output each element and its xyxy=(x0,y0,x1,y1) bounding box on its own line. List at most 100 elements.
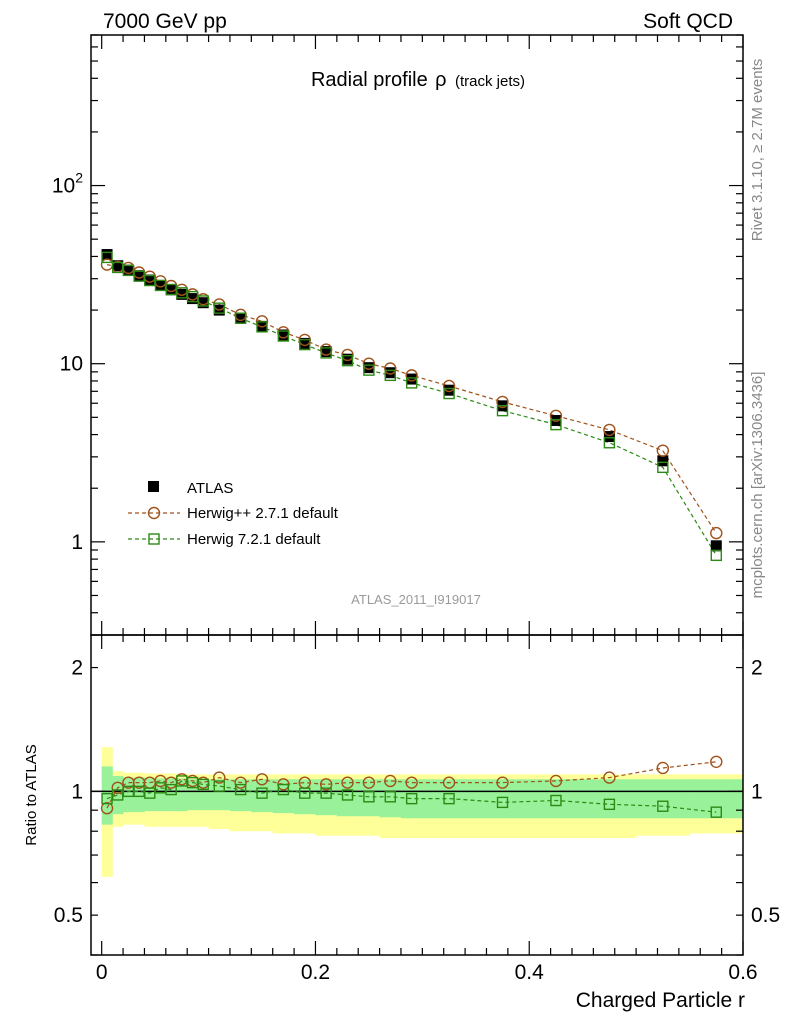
ratio-inner-band xyxy=(144,778,156,812)
ratio-y-tick-label-left: 1 xyxy=(71,780,83,803)
herwig7-point xyxy=(603,437,616,449)
herwigpp-point xyxy=(442,379,456,393)
atlas-point xyxy=(277,329,289,341)
ratio-inner-band xyxy=(197,779,209,811)
atlas-point xyxy=(299,337,311,349)
ratio-herwig7-point xyxy=(213,780,225,792)
ratio-herwigpp-point xyxy=(384,774,397,788)
ratio-herwig7-point xyxy=(603,798,616,811)
ratio-plot-frame xyxy=(90,634,744,956)
ratio-y-tick-label-right: 1 xyxy=(751,780,763,803)
ratio-series-line xyxy=(106,761,717,809)
legend-herwig7-label: Herwig 7.2.1 default xyxy=(187,531,321,548)
x-tick-label: 0.4 xyxy=(515,961,545,984)
main-title-symbol: ρ xyxy=(435,69,446,91)
atlas-point xyxy=(443,384,455,396)
ratio-inner-band xyxy=(187,779,199,811)
ratio-herwigpp-point xyxy=(603,771,616,784)
ratio-herwigpp-point xyxy=(341,776,354,789)
ratio-y-tick-label-left: 2 xyxy=(71,657,83,680)
ratio-y-axis-label: Ratio to ATLAS xyxy=(23,744,40,845)
legend-atlas-label: ATLAS xyxy=(187,480,233,497)
herwigpp-point xyxy=(710,526,723,540)
herwig7-point xyxy=(384,369,396,382)
ratio-inner-band xyxy=(176,778,188,812)
x-tick-label: 0.6 xyxy=(728,961,757,984)
ratio-inner-band xyxy=(636,779,690,819)
atlas-point xyxy=(187,293,199,305)
herwig7-point xyxy=(710,549,722,562)
ratio-plot: 0.5 0.5 1 1 2 2 0 0.2 0.4 0.6 xyxy=(54,634,780,984)
herwig7-point xyxy=(101,251,113,264)
herwigpp-point xyxy=(341,348,354,362)
herwig7-point xyxy=(234,312,247,324)
atlas-point xyxy=(384,367,396,379)
ratio-herwigpp-point xyxy=(442,776,456,789)
ratio-herwigpp-point xyxy=(234,776,247,789)
ratio-inner-band xyxy=(315,779,338,816)
x-axis-label: Charged Particle r xyxy=(576,989,745,1012)
ratio-y-tick-label-left: 0.5 xyxy=(54,904,83,927)
herwig7-point xyxy=(299,338,311,351)
x-tick-label: 0 xyxy=(96,961,108,984)
ratio-inner-band xyxy=(123,777,135,813)
ratio-herwig7-point xyxy=(277,783,290,796)
herwig7-point xyxy=(363,364,375,376)
atlas-point xyxy=(342,353,354,365)
ratio-inner-band xyxy=(358,779,380,817)
herwigpp-point xyxy=(405,369,418,382)
ratio-inner-band xyxy=(689,779,744,819)
ratio-inner-band xyxy=(400,779,423,819)
ratio-herwig7-point xyxy=(657,800,669,812)
herwigpp-point xyxy=(549,409,563,422)
herwig7-point xyxy=(550,418,562,431)
ratio-herwig7-point xyxy=(550,794,562,807)
main-y-tick-label: 1 xyxy=(71,531,83,554)
ratio-inner-band xyxy=(155,778,167,812)
herwig7-point xyxy=(657,461,669,474)
ratio-herwigpp-point xyxy=(213,771,226,784)
legend-herwigpp-label: Herwig++ 2.7.1 default xyxy=(187,505,339,522)
herwig7-point xyxy=(405,377,418,389)
header-right: Soft QCD xyxy=(643,10,733,33)
atlas-point xyxy=(550,414,562,426)
main-series-line xyxy=(106,264,717,534)
legend-herwigpp-marker xyxy=(147,506,161,520)
atlas-point xyxy=(406,373,418,385)
herwig7-point xyxy=(197,295,209,307)
herwig7-point xyxy=(122,264,135,277)
herwig7-point xyxy=(277,330,290,342)
legend: ATLAS Herwig++ 2.7.1 default Herwig 7.2.… xyxy=(128,480,339,548)
ratio-herwig7-point xyxy=(165,783,177,796)
ratio-inner-band xyxy=(294,779,316,815)
atlas-point xyxy=(320,346,332,358)
ratio-inner-band xyxy=(475,779,530,819)
mcplots-label: mcplots.cern.ch [arXiv:1306.3436] xyxy=(749,372,766,599)
ratio-inner-band xyxy=(208,779,231,811)
ratio-herwigpp-point xyxy=(710,755,723,768)
herwig7-point xyxy=(341,354,354,367)
ratio-herwigpp-point xyxy=(319,778,333,791)
atlas-point xyxy=(165,284,177,296)
x-tick-label: 0.2 xyxy=(301,961,330,984)
atlas-point xyxy=(144,274,156,286)
ratio-herwigpp-point xyxy=(255,773,269,786)
atlas-point xyxy=(133,270,145,282)
herwigpp-point xyxy=(656,444,670,457)
atlas-point xyxy=(101,249,113,261)
ratio-herwig7-point xyxy=(363,791,375,803)
ratio-herwig7-point xyxy=(234,783,247,796)
ratio-series-line xyxy=(106,780,717,813)
ratio-herwigpp-point xyxy=(549,774,563,788)
ratio-y-tick-label-right: 0.5 xyxy=(751,904,780,927)
ratio-inner-band xyxy=(112,775,124,815)
atlas-point xyxy=(710,540,722,552)
herwigpp-point xyxy=(362,357,376,370)
ratio-inner-band xyxy=(101,766,113,825)
analysis-id: ATLAS_2011_I919017 xyxy=(351,592,481,607)
ratio-herwigpp-point xyxy=(656,761,670,775)
legend-atlas-marker xyxy=(148,481,159,492)
ratio-inner-band xyxy=(336,779,359,817)
main-title-suffix: (track jets) xyxy=(455,73,525,90)
